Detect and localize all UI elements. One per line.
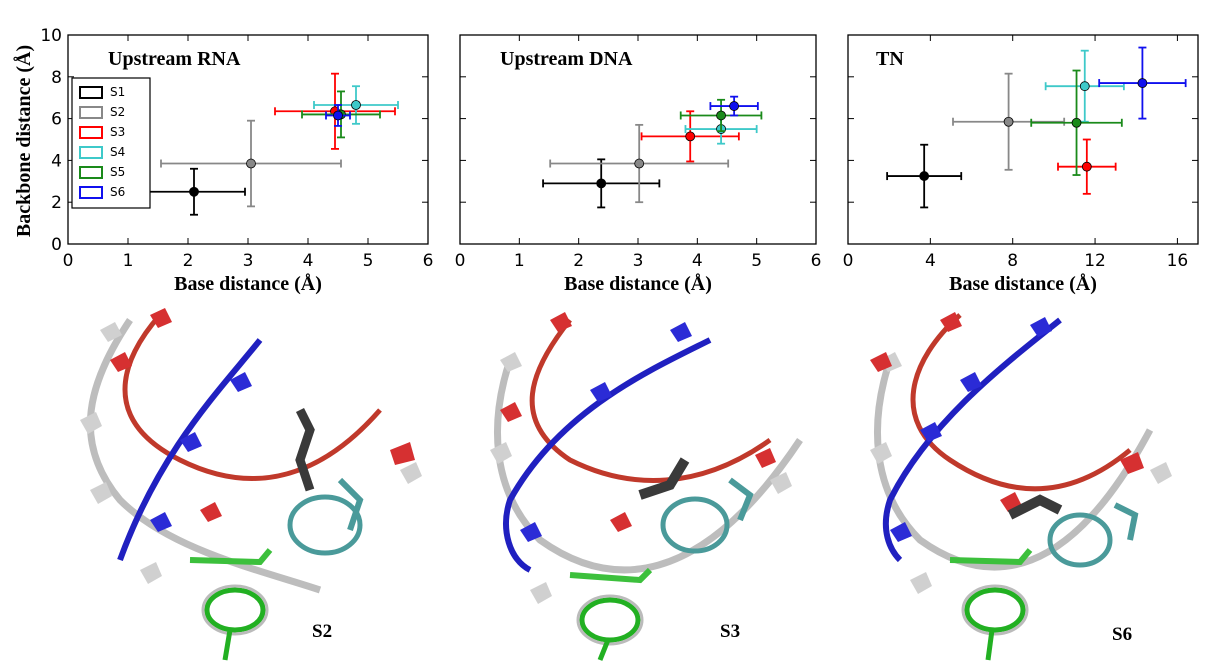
y-tick-label: 0 <box>51 235 62 255</box>
x-axis-title: Base distance (Å) <box>564 272 712 295</box>
legend-swatch <box>79 166 103 179</box>
x-tick-label: 4 <box>303 251 314 271</box>
series-s4 <box>313 85 399 125</box>
structure-left <box>80 308 422 661</box>
data-point <box>246 158 256 169</box>
x-axis-title: Base distance (Å) <box>174 272 322 295</box>
plot-frame <box>847 34 1199 245</box>
x-tick-label: 5 <box>751 251 762 271</box>
x-tick-label: 0 <box>455 251 466 271</box>
series-s3 <box>1057 138 1117 195</box>
panel-2: 0 1 2 3 4 5 6 Upstream DNA Base distance (Å) <box>455 34 822 295</box>
x-tick-label: 8 <box>1007 251 1018 271</box>
series-s2 <box>160 119 342 208</box>
x-tick-label: 0 <box>843 251 854 271</box>
x-tick-label: 4 <box>925 251 936 271</box>
data-point <box>1081 161 1092 172</box>
x-tick-label: 16 <box>1167 251 1189 271</box>
structure-middle <box>490 312 803 661</box>
x-tick-label: 3 <box>633 251 644 271</box>
data-point <box>729 101 740 111</box>
series-s6 <box>709 95 759 117</box>
series-s5 <box>679 98 763 133</box>
legend-label: S2 <box>110 105 125 119</box>
x-tick-label: 0 <box>63 251 74 271</box>
legend-label: S5 <box>110 165 125 179</box>
structure-label-s2: S2 <box>312 621 332 642</box>
y-tick-label: 2 <box>51 193 62 213</box>
x-tick-label: 4 <box>692 251 703 271</box>
legend-swatch <box>79 106 103 119</box>
x-tick-label: 2 <box>183 251 194 271</box>
data-point <box>1137 78 1148 88</box>
data-point <box>716 110 726 121</box>
panel-title: Upstream DNA <box>500 48 633 70</box>
legend-swatch <box>79 126 103 139</box>
data-point <box>919 171 930 181</box>
x-tick-label: 6 <box>811 251 822 271</box>
legend-label: S4 <box>110 145 125 159</box>
x-axis-title: Base distance (Å) <box>949 272 1097 295</box>
legend-swatch <box>79 186 103 199</box>
series-s3 <box>640 110 740 163</box>
plot-frame <box>459 34 817 245</box>
y-tick-label: 6 <box>51 110 62 130</box>
x-tick-label: 3 <box>243 251 254 271</box>
x-tick-label: 6 <box>423 251 434 271</box>
data-point <box>333 110 343 121</box>
panel-3: 0 4 8 12 16 TN Base distance (Å) <box>843 34 1199 295</box>
data-point <box>685 131 696 142</box>
y-tick-label: 4 <box>51 151 62 171</box>
panel-title: Upstream RNA <box>108 48 241 70</box>
panel-title: TN <box>876 48 904 70</box>
structure-label-s3: S3 <box>720 621 740 642</box>
data-point <box>1071 117 1082 128</box>
structure-label-s6: S6 <box>1112 624 1132 645</box>
data-point <box>189 186 199 197</box>
legend: S1 S2 S3 S4 S5 S6 <box>71 77 151 209</box>
x-tick-label: 2 <box>573 251 584 271</box>
series-s1 <box>886 143 963 209</box>
data-point <box>634 158 645 169</box>
x-tick-label: 1 <box>123 251 134 271</box>
x-tick-label: 12 <box>1084 251 1106 271</box>
y-axis-title: Backbone distance (Å) <box>12 45 35 237</box>
data-point <box>1003 116 1014 127</box>
x-tick-label: 1 <box>514 251 525 271</box>
series-s6 <box>325 104 351 127</box>
legend-label: S1 <box>110 85 125 99</box>
panel-1: 0 1 2 3 4 5 6 0 2 4 6 8 10 Upstream RNA Base distance … <box>40 26 433 295</box>
legend-swatch <box>79 146 103 159</box>
series-s6 <box>1098 46 1187 120</box>
series-s2 <box>952 72 1066 171</box>
legend-label: S3 <box>110 125 125 139</box>
data-point <box>351 100 361 110</box>
y-tick-label: 8 <box>51 68 62 88</box>
structure-illustrations <box>80 308 1172 661</box>
x-tick-label: 5 <box>363 251 374 271</box>
legend-label: S6 <box>110 185 125 199</box>
series-s5 <box>1030 69 1123 176</box>
data-point <box>596 178 607 189</box>
series-s4 <box>1044 49 1125 123</box>
structure-right <box>870 312 1172 661</box>
legend-swatch <box>79 86 103 99</box>
y-tick-label: 10 <box>40 26 62 46</box>
data-point <box>1079 81 1090 92</box>
series-s2 <box>549 123 730 204</box>
